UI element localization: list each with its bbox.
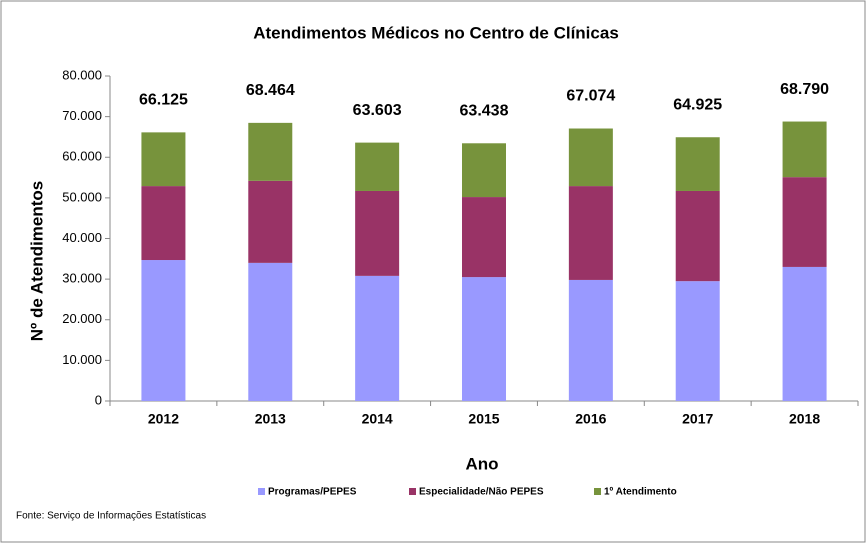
bar-segment: [141, 186, 186, 261]
bar-segment: [568, 128, 613, 187]
legend-label: Programas/PEPES: [268, 487, 357, 498]
y-tick-label: 10.000: [62, 352, 102, 367]
total-label: 67.074: [566, 88, 615, 105]
bar-segment: [462, 143, 506, 198]
bar-segment: [568, 186, 613, 280]
bar-segment: [782, 121, 827, 178]
bar-segment: [355, 190, 400, 276]
bar-segment: [141, 260, 186, 401]
y-tick-label: 20.000: [62, 311, 102, 326]
x-tick-label: 2016: [575, 411, 606, 427]
bar-segment: [675, 137, 720, 191]
y-tick-label: 70.000: [62, 108, 102, 123]
y-tick-label: 40.000: [62, 230, 102, 245]
y-tick-label: 60.000: [62, 149, 102, 164]
total-label: 63.438: [460, 103, 509, 120]
legend-swatch: [594, 488, 601, 495]
legend-swatch: [258, 488, 265, 495]
total-label: 68.464: [246, 82, 295, 99]
bar-segment: [248, 122, 293, 181]
x-tick-label: 2017: [682, 411, 713, 427]
legend-label: Especialidade/Não PEPES: [419, 487, 544, 498]
bar-segment: [462, 197, 506, 278]
chart-title: Atendimentos Médicos no Centro de Clínic…: [253, 23, 619, 42]
source-note: Fonte: Serviço de Informações Estatístic…: [16, 511, 206, 522]
bar-segment: [568, 279, 613, 401]
legend-swatch: [409, 488, 416, 495]
total-label: 63.603: [353, 102, 402, 119]
x-tick-label: 2018: [789, 411, 820, 427]
x-tick-label: 2013: [255, 411, 286, 427]
bar-segment: [248, 262, 293, 401]
y-tick-label: 0: [95, 392, 102, 407]
x-tick-label: 2014: [362, 411, 393, 427]
total-label: 68.790: [780, 81, 829, 98]
y-tick-label: 80.000: [62, 67, 102, 82]
y-axis-label: Nº de Atendimentos: [27, 181, 46, 341]
bar-segment: [248, 180, 293, 263]
y-tick-label: 30.000: [62, 271, 102, 286]
total-label: 66.125: [139, 92, 188, 109]
legend-label: 1º Atendimento: [604, 487, 677, 498]
x-axis-label: Ano: [465, 454, 498, 473]
x-tick-label: 2015: [468, 411, 499, 427]
bar-segment: [462, 277, 506, 401]
bar-segment: [782, 266, 827, 401]
bar-segment: [141, 132, 186, 187]
bar-segment: [782, 177, 827, 267]
x-tick-label: 2012: [148, 411, 179, 427]
y-tick-label: 50.000: [62, 189, 102, 204]
bar-segment: [675, 190, 720, 282]
bar-segment: [355, 142, 400, 191]
bar-segment: [355, 275, 400, 401]
total-label: 64.925: [673, 96, 722, 113]
bar-segment: [675, 281, 720, 401]
